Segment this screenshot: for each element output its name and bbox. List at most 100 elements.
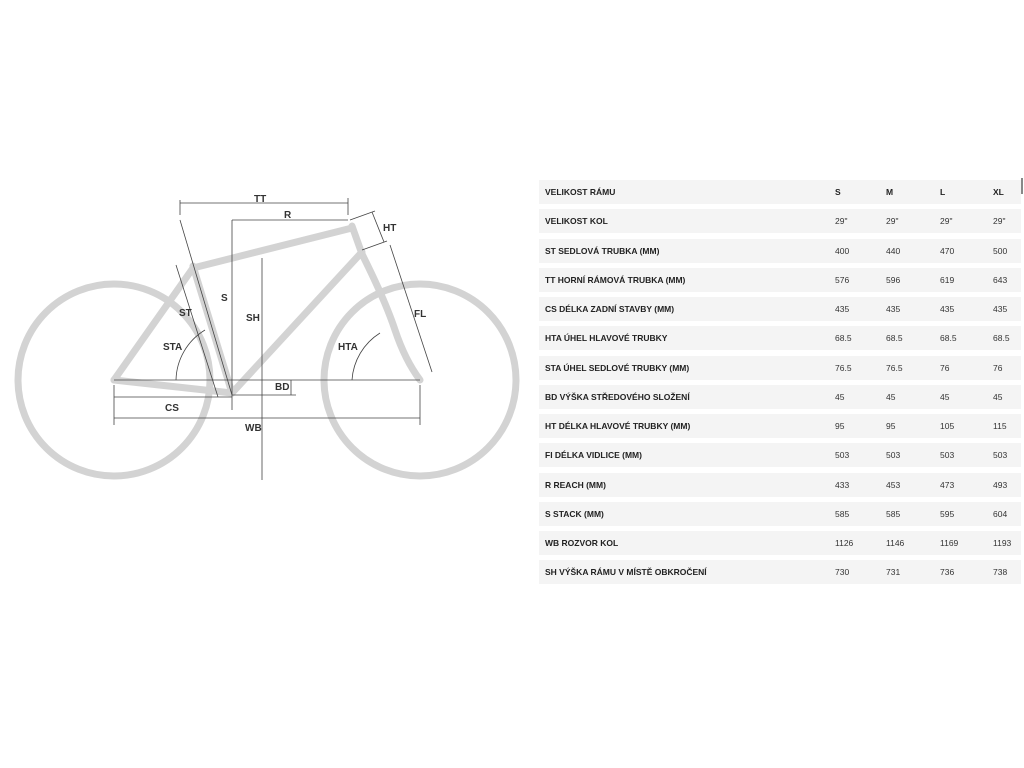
row-value: 95 xyxy=(886,421,896,431)
row-value: 730 xyxy=(835,567,850,578)
row-value: 1146 xyxy=(886,538,905,548)
row-value: 1126 xyxy=(835,538,854,548)
table-row: R REACH (MM) 433 453 473 493 xyxy=(539,472,1021,497)
row-value: 500 xyxy=(993,245,1008,256)
table-row: BD VÝŠKA STŘEDOVÉHO SLOŽENÍ 45 45 45 45 xyxy=(539,384,1021,409)
row-value: 76.5 xyxy=(835,362,852,373)
row-value: 503 xyxy=(886,450,901,461)
label-sta: STA xyxy=(163,342,182,353)
row-value: 738 xyxy=(993,567,1008,578)
row-value: 435 xyxy=(993,304,1008,314)
table-header: VELIKOST RÁMU S M L XL xyxy=(539,180,1021,204)
label-sh: SH xyxy=(246,313,260,324)
row-value: 585 xyxy=(835,508,850,519)
row-value: 473 xyxy=(940,479,955,490)
header-size-s: S xyxy=(835,187,841,197)
row-value: 68.5 xyxy=(940,333,957,344)
row-value: 596 xyxy=(886,274,901,285)
row-label: HTA ÚHEL HLAVOVÉ TRUBKY xyxy=(545,333,668,344)
bike-geometry-diagram: TT R HT S SH ST STA HTA FL BD CS WB xyxy=(14,194,520,480)
table-row: SH VÝŠKA RÁMU V MÍSTĚ OBKROČENÍ 730 731 736… xyxy=(539,560,1021,585)
down-tube xyxy=(228,248,366,397)
row-value: 731 xyxy=(886,567,901,578)
row-value: 68.5 xyxy=(835,333,852,344)
fork xyxy=(358,250,424,384)
row-value: 503 xyxy=(940,450,955,461)
row-value: 435 xyxy=(940,304,955,314)
label-tt: TT xyxy=(254,194,266,205)
seatstay xyxy=(110,264,197,384)
row-value: 45 xyxy=(993,391,1003,402)
row-label: S STACK (MM) xyxy=(545,508,604,519)
table-row: CS DÉLKA ZADNÍ STAVBY (MM) 435 435 435 435 xyxy=(539,297,1021,321)
table-row: HT DÉLKA HLAVOVÉ TRUBKY (MM) 95 95 105 115 xyxy=(539,414,1021,438)
row-value: 1193 xyxy=(993,538,1012,548)
row-value: 643 xyxy=(993,274,1008,285)
label-wb: WB xyxy=(245,423,262,434)
table-row: HTA ÚHEL HLAVOVÉ TRUBKY 68.5 68.5 68.5 68.5 xyxy=(539,326,1021,351)
chainstay xyxy=(110,376,236,397)
row-value: 435 xyxy=(835,304,850,314)
row-value: 1169 xyxy=(940,538,959,548)
row-value: 29" xyxy=(993,216,1006,227)
row-value: 440 xyxy=(886,245,901,256)
row-value: 29" xyxy=(886,216,899,227)
row-value: 493 xyxy=(993,479,1008,490)
header-size-m: M xyxy=(886,187,894,197)
top-tube xyxy=(189,224,356,272)
table-row: STA ÚHEL SEDLOVÉ TRUBKY (MM) 76.5 76.5 76 76 xyxy=(539,355,1021,380)
row-value: 45 xyxy=(940,391,950,402)
bike-frame xyxy=(14,222,520,480)
label-s: S xyxy=(221,293,228,304)
row-value: 736 xyxy=(940,567,955,578)
row-value: 68.5 xyxy=(993,333,1010,344)
row-value: 595 xyxy=(940,508,955,519)
row-label: WB ROZVOR KOL xyxy=(545,538,619,548)
row-label: HT DÉLKA HLAVOVÉ TRUBKY (MM) xyxy=(545,421,691,431)
row-value: 470 xyxy=(940,245,955,256)
table-row: ST SEDLOVÁ TRUBKA (MM) 400 440 470 500 xyxy=(539,238,1021,263)
label-cs: CS xyxy=(165,403,179,414)
row-label: R REACH (MM) xyxy=(545,479,606,490)
row-value: 585 xyxy=(886,508,901,519)
label-hta: HTA xyxy=(338,342,358,353)
row-label: BD VÝŠKA STŘEDOVÉHO SLOŽENÍ xyxy=(545,391,690,402)
row-value: 115 xyxy=(993,421,1007,431)
row-label: TT HORNÍ RÁMOVÁ TRUBKA (MM) xyxy=(545,274,686,285)
row-value: 76.5 xyxy=(886,362,903,373)
row-value: 433 xyxy=(835,479,850,490)
row-value: 604 xyxy=(993,508,1008,519)
header-size-xl: XL xyxy=(993,187,1004,197)
row-value: 105 xyxy=(940,421,955,431)
row-value: 400 xyxy=(835,245,850,256)
row-value: 76 xyxy=(993,362,1003,373)
table-row: TT HORNÍ RÁMOVÁ TRUBKA (MM) 576 596 619 643 xyxy=(539,267,1021,292)
label-r: R xyxy=(284,210,292,221)
dimension-lines xyxy=(113,198,433,480)
table-row: FI DÉLKA VIDLICE (MM) 503 503 503 503 xyxy=(539,443,1021,468)
row-value: 29" xyxy=(835,216,848,227)
row-value: 45 xyxy=(835,391,845,402)
label-fl: FL xyxy=(414,309,426,320)
label-st: ST xyxy=(179,308,192,319)
row-value: 503 xyxy=(835,450,850,461)
table-row: VELIKOST KOL 29" 29" 29" 29" xyxy=(539,209,1021,234)
table-row: S STACK (MM) 585 585 595 604 xyxy=(539,501,1021,526)
row-value: 95 xyxy=(835,421,845,431)
row-value: 76 xyxy=(940,362,950,373)
row-label: ST SEDLOVÁ TRUBKA (MM) xyxy=(545,245,660,256)
row-value: 45 xyxy=(886,391,896,402)
row-label: STA ÚHEL SEDLOVÉ TRUBKY (MM) xyxy=(545,362,690,373)
table-row: WB ROZVOR KOL 1126 1146 1169 1193 xyxy=(539,531,1021,555)
header-size-l: L xyxy=(940,187,946,197)
header-label: VELIKOST RÁMU xyxy=(545,187,616,197)
row-label: CS DÉLKA ZADNÍ STAVBY (MM) xyxy=(545,304,675,314)
label-bd: BD xyxy=(275,382,289,393)
scrollbar[interactable] xyxy=(1021,178,1023,194)
row-value: 453 xyxy=(886,479,901,490)
row-value: 29" xyxy=(940,216,953,227)
row-label: VELIKOST KOL xyxy=(545,216,608,227)
row-label: SH VÝŠKA RÁMU V MÍSTĚ OBKROČENÍ xyxy=(545,567,707,578)
row-value: 503 xyxy=(993,450,1008,461)
head-tube xyxy=(348,222,366,258)
